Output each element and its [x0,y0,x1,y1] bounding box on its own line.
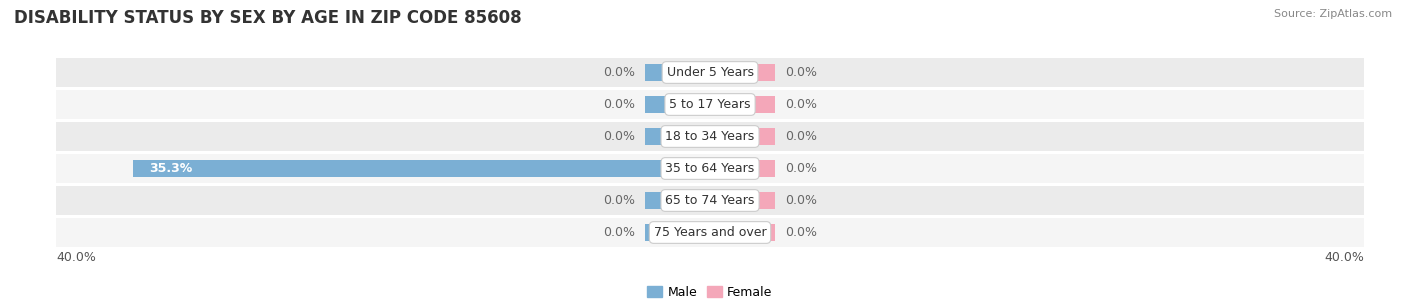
Text: 0.0%: 0.0% [785,194,817,207]
Bar [56,59,1364,87]
Bar [644,64,710,81]
Legend: Male, Female: Male, Female [648,285,772,299]
Bar [56,122,1364,151]
Bar [56,186,1364,215]
Text: 0.0%: 0.0% [785,162,817,175]
Text: 0.0%: 0.0% [603,98,636,111]
Bar [644,128,710,145]
Bar [56,154,1364,183]
Text: Source: ZipAtlas.com: Source: ZipAtlas.com [1274,9,1392,19]
Bar [644,96,710,113]
Bar [710,160,776,177]
Bar [710,192,776,209]
Text: 35 to 64 Years: 35 to 64 Years [665,162,755,175]
Text: 75 Years and over: 75 Years and over [654,226,766,239]
Bar [710,128,776,145]
Bar [644,192,710,209]
Text: 40.0%: 40.0% [1324,251,1364,264]
Text: 65 to 74 Years: 65 to 74 Years [665,194,755,207]
Text: 5 to 17 Years: 5 to 17 Years [669,98,751,111]
Text: 0.0%: 0.0% [603,226,636,239]
Text: 0.0%: 0.0% [785,130,817,143]
Text: 0.0%: 0.0% [785,66,817,79]
Bar [134,160,710,177]
Text: 40.0%: 40.0% [56,251,96,264]
Text: 18 to 34 Years: 18 to 34 Years [665,130,755,143]
Bar [710,96,776,113]
Bar [710,224,776,241]
Bar [56,218,1364,246]
Bar [56,90,1364,119]
Text: 0.0%: 0.0% [603,130,636,143]
Text: Under 5 Years: Under 5 Years [666,66,754,79]
Text: 0.0%: 0.0% [603,194,636,207]
Text: DISABILITY STATUS BY SEX BY AGE IN ZIP CODE 85608: DISABILITY STATUS BY SEX BY AGE IN ZIP C… [14,9,522,27]
Bar [710,64,776,81]
Text: 0.0%: 0.0% [785,226,817,239]
Text: 35.3%: 35.3% [149,162,193,175]
Text: 0.0%: 0.0% [785,98,817,111]
Text: 0.0%: 0.0% [603,66,636,79]
Bar [644,224,710,241]
